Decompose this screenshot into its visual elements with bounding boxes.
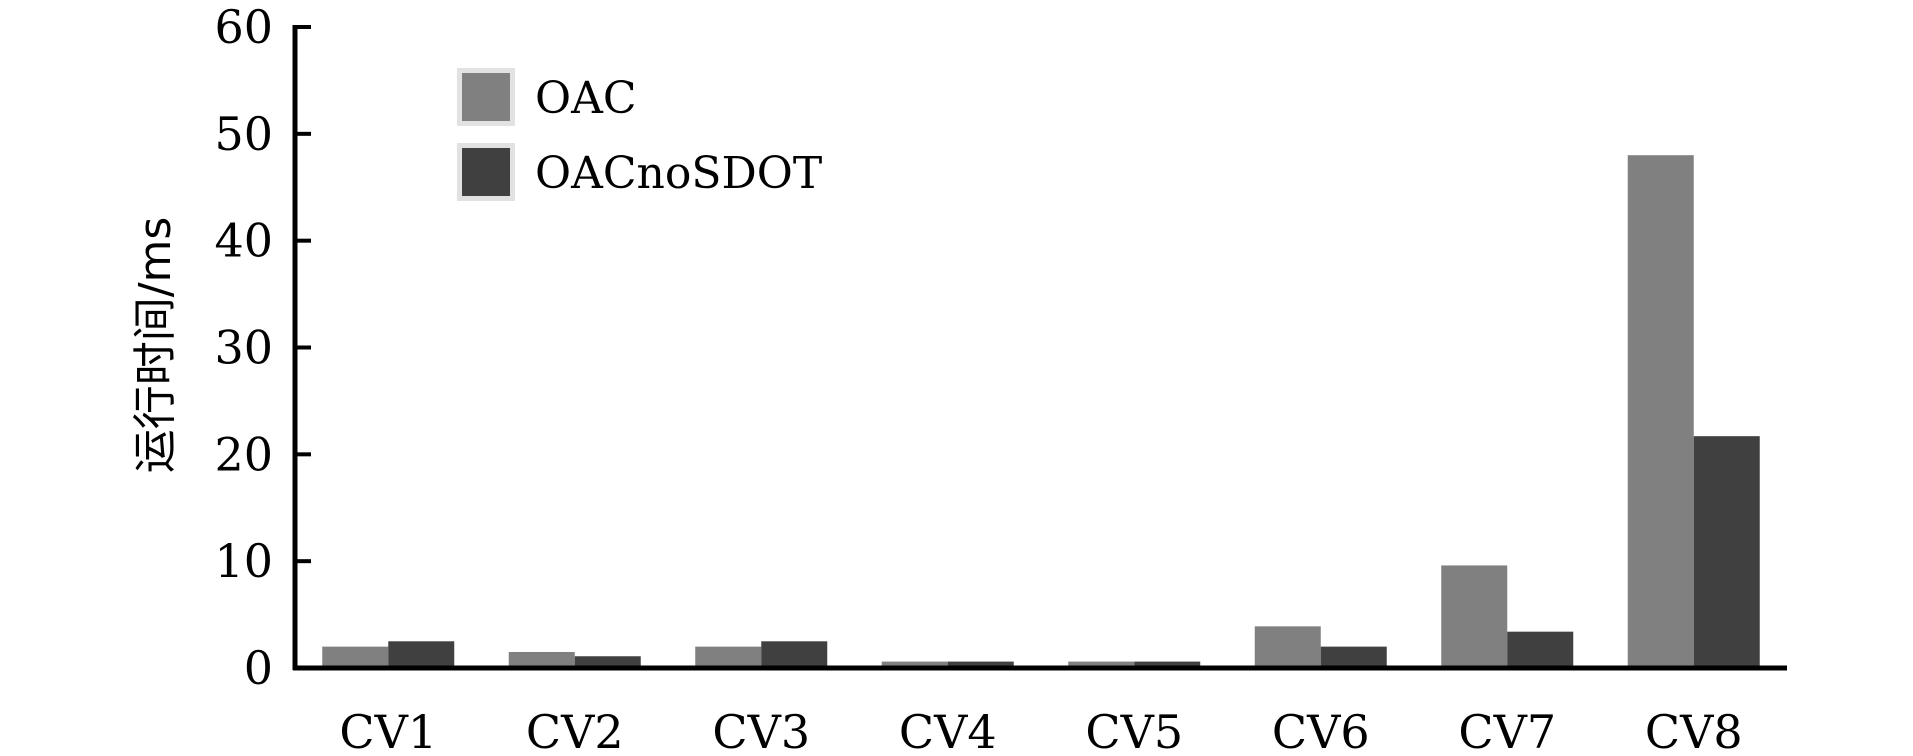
bar-oac-cv7: [1441, 565, 1508, 668]
bar-oacnosdot-cv3: [761, 641, 828, 668]
y-tick-label: 40: [214, 214, 273, 268]
x-tick-label: CV3: [712, 705, 810, 756]
bar-oacnosdot-cv1: [388, 641, 455, 668]
bar-oacnosdot-cv6: [1320, 646, 1387, 668]
legend-swatch-oac: [462, 73, 510, 121]
legend-label-oacnosdot: OACnoSDOT: [535, 148, 822, 199]
bar-oac-cv1: [322, 646, 389, 668]
x-tick-label: CV2: [526, 705, 624, 756]
y-axis-label: 运行时间/ms: [130, 217, 181, 474]
bar-oacnosdot-cv2: [574, 656, 641, 668]
x-tick-label: CV5: [1085, 705, 1183, 756]
bars-group: [322, 155, 1760, 668]
y-ticks-group: 0 10 20 30 40 50 60: [214, 0, 311, 695]
bar-oacnosdot-cv4: [947, 661, 1014, 668]
x-tick-label: CV4: [899, 705, 997, 756]
y-tick-label: 50: [214, 107, 273, 161]
legend: OAC OACnoSDOT: [457, 68, 822, 201]
bar-oac-cv6: [1254, 626, 1321, 668]
y-tick-label: 60: [214, 0, 273, 54]
y-tick-label: 30: [214, 321, 273, 375]
x-tick-label: CV8: [1645, 705, 1743, 756]
bar-oac-cv2: [508, 651, 575, 668]
y-tick-label: 20: [214, 427, 273, 481]
x-tick-label: CV6: [1272, 705, 1370, 756]
bar-oacnosdot-cv8: [1693, 436, 1760, 668]
bar-oacnosdot-cv5: [1134, 661, 1201, 668]
legend-label-oac: OAC: [535, 73, 637, 124]
bar-oac-cv8: [1627, 155, 1694, 668]
bar-oac-cv5: [1068, 661, 1135, 668]
y-tick-label: 0: [244, 641, 273, 695]
bar-oac-cv4: [881, 661, 948, 668]
x-tick-label: CV7: [1458, 705, 1556, 756]
x-ticks-group: CV1 CV2 CV3 CV4 CV5 CV6 CV7 CV8: [339, 705, 1742, 756]
y-tick-label: 10: [214, 534, 273, 588]
bar-oacnosdot-cv7: [1507, 631, 1574, 668]
bar-oac-cv3: [695, 646, 762, 668]
x-tick-label: CV1: [339, 705, 437, 756]
legend-swatch-oacnosdot: [462, 148, 510, 196]
